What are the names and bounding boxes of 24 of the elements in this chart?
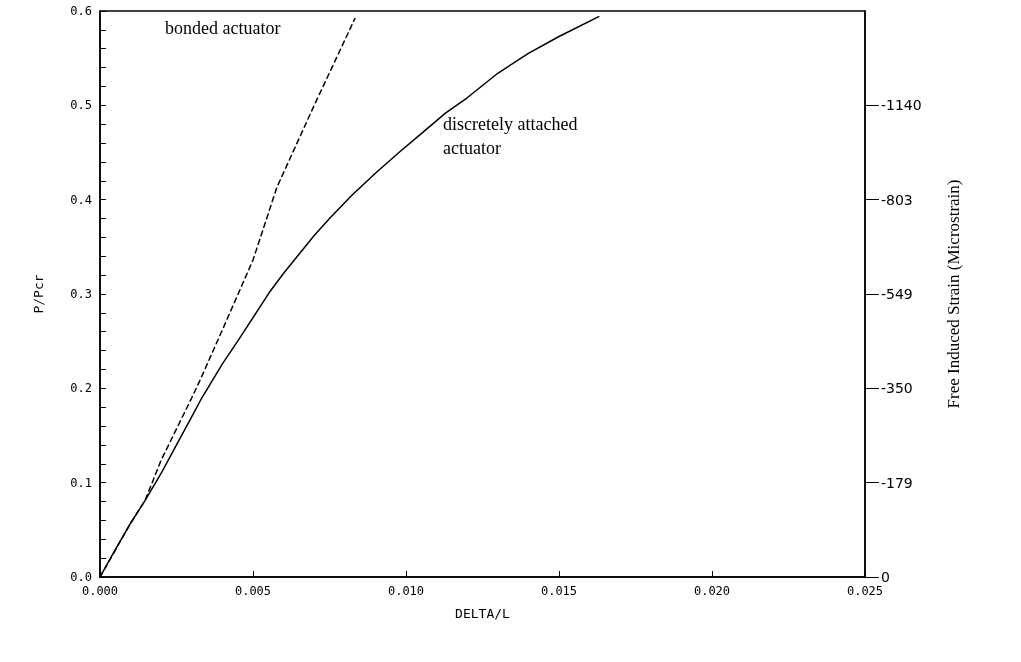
y-tick-label: 0.4 <box>70 192 92 207</box>
y-tick-label: 0.5 <box>70 98 92 113</box>
x-tick-label: 0.025 <box>846 584 884 598</box>
y-tick-label: 0.3 <box>70 287 92 301</box>
y-tick-label: 0.1 <box>70 475 92 490</box>
x-tick-label: 0.005 <box>234 584 272 598</box>
category-label: -549 <box>881 286 913 302</box>
x-tick-label: 0.015 <box>540 584 578 598</box>
annotation: discretely attached actuator <box>443 114 578 158</box>
category-label: 0 <box>881 569 890 585</box>
y-tick-label: 0.2 <box>70 381 92 396</box>
y-tick-label: 0.0 <box>70 570 92 584</box>
category-label: -1140 <box>881 97 922 114</box>
category-label: -350 <box>881 380 913 397</box>
annotation: bonded actuator <box>165 18 281 38</box>
category-label: -803 <box>881 191 913 208</box>
y-axis-title: P/Pcr <box>31 274 46 314</box>
x-tick-label: 0.010 <box>387 584 425 598</box>
y2-axis-title: Free Induced Strain (Microstrain) <box>944 179 963 409</box>
y-tick-label: 0.6 <box>70 4 92 18</box>
x-axis-title: DELTA/L <box>455 606 511 621</box>
x-tick-label: 0.020 <box>693 584 731 598</box>
x-tick-label: 0.000 <box>81 584 119 598</box>
category-label: -179 <box>881 474 913 491</box>
